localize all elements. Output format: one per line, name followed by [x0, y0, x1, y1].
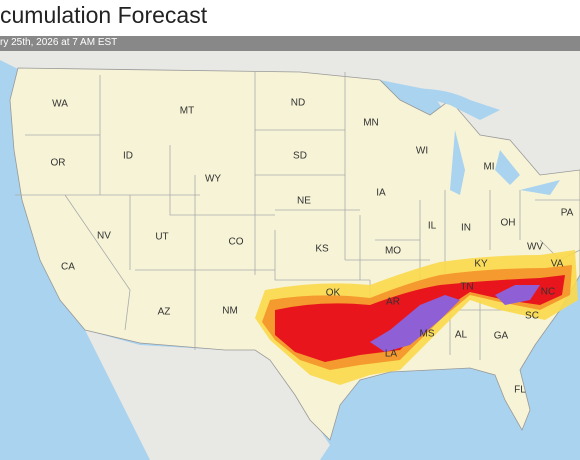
- state-label: SD: [293, 151, 307, 162]
- state-label: IA: [376, 188, 386, 199]
- state-label: PA: [561, 208, 574, 219]
- state-label: NM: [222, 306, 238, 317]
- state-label: NE: [297, 196, 311, 207]
- state-label: CO: [229, 237, 244, 248]
- us-land: [9, 67, 580, 441]
- state-label: KY: [474, 259, 488, 270]
- state-label: IN: [461, 223, 471, 234]
- state-label: TN: [460, 282, 473, 293]
- state-label: MS: [420, 329, 435, 340]
- state-label: GA: [494, 331, 509, 342]
- state-label: OH: [501, 218, 516, 229]
- subtitle: ry 25th, 2026 at 7 AM EST: [0, 37, 118, 48]
- state-label: NV: [97, 231, 111, 242]
- state-label: IL: [428, 221, 437, 232]
- state-label: NC: [541, 287, 555, 298]
- state-label: AR: [386, 297, 400, 308]
- state-labels: WA OR CA NV ID MT WY UT CO AZ NM ND SD NE KS OK MN IA MO AR…: [51, 98, 574, 396]
- state-label: WY: [205, 174, 221, 185]
- state-label: AZ: [158, 307, 171, 318]
- mexico: [85, 330, 330, 460]
- state-label: ND: [291, 98, 305, 109]
- state-label: KS: [315, 244, 329, 255]
- state-label: ID: [123, 151, 133, 162]
- state-label: MT: [180, 106, 194, 117]
- state-label: MN: [363, 118, 379, 129]
- state-label: WV: [527, 242, 543, 253]
- state-label: UT: [155, 232, 168, 243]
- subtitle-bar: ry 25th, 2026 at 7 AM EST: [0, 36, 580, 51]
- state-label: OK: [326, 288, 341, 299]
- state-label: MO: [385, 246, 401, 257]
- state-label: VA: [551, 259, 564, 270]
- state-label: WI: [416, 146, 428, 157]
- ice-extreme: [370, 285, 540, 352]
- state-label: AL: [455, 330, 468, 341]
- title: cumulation Forecast: [0, 2, 208, 28]
- state-label: WA: [52, 99, 68, 110]
- state-label: LA: [385, 349, 398, 360]
- map: WA OR CA NV ID MT WY UT CO AZ NM ND SD NE KS OK MN IA MO AR…: [0, 51, 580, 460]
- great-lakes: [400, 88, 560, 195]
- state-label: OR: [51, 158, 66, 169]
- state-label: FL: [514, 385, 526, 396]
- state-label: CA: [61, 262, 75, 273]
- canada: [0, 51, 580, 200]
- state-label: MI: [483, 162, 494, 173]
- state-label: SC: [525, 311, 539, 322]
